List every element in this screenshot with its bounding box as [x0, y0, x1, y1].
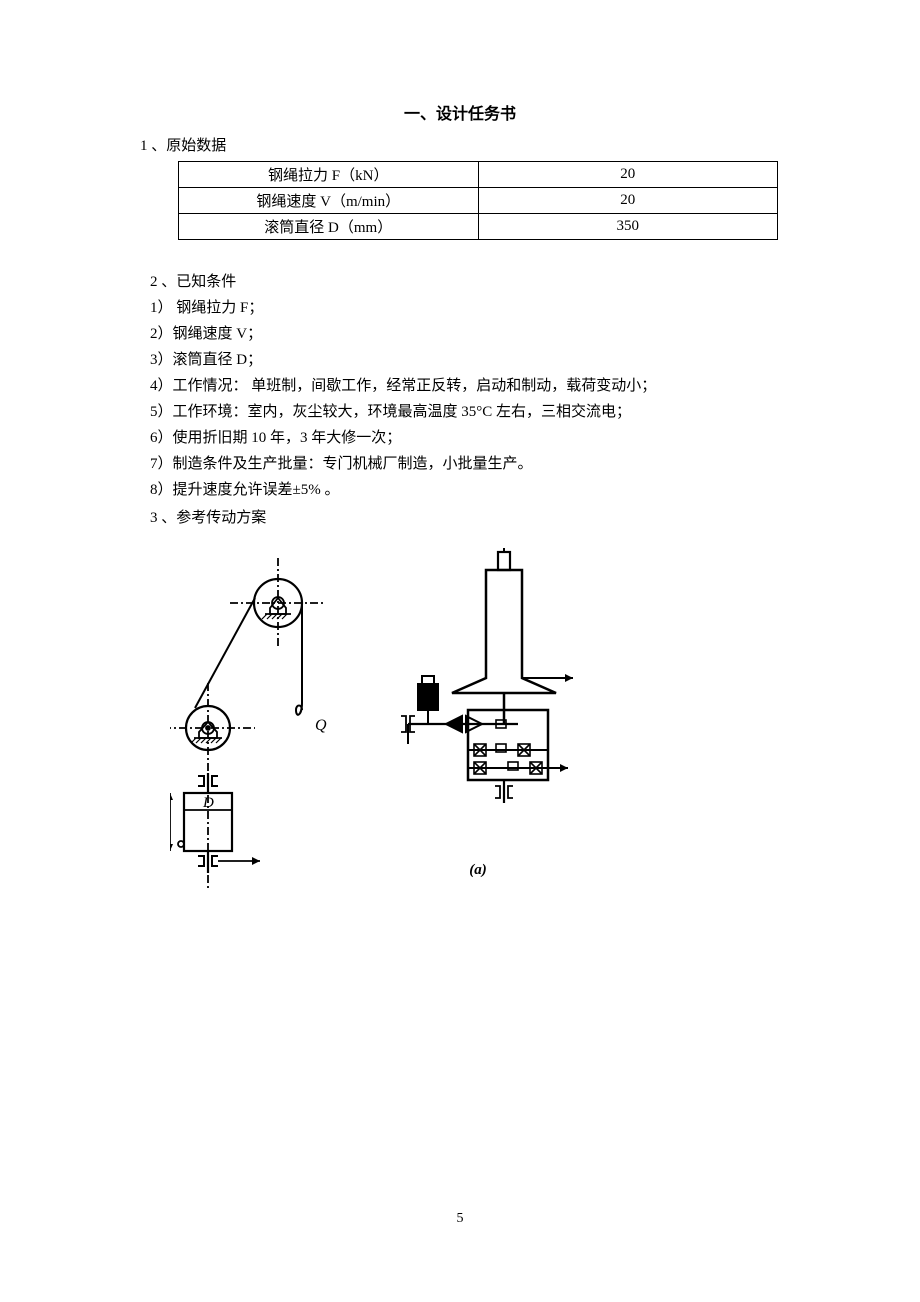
condition-item: 6）使用折旧期 10 年，3 年大修一次；: [150, 426, 780, 450]
page-number: 5: [457, 1211, 464, 1227]
table-cell-label: 钢绳拉力 F（kN）: [179, 162, 479, 188]
diagram-transmission-scheme: (a): [368, 548, 588, 898]
condition-item: 1） 钢绳拉力 F；: [150, 296, 780, 320]
diagrams-container: Q D: [170, 548, 780, 898]
svg-text:D: D: [202, 795, 214, 811]
known-conditions: 2 、已知条件 1） 钢绳拉力 F； 2）钢绳速度 V； 3）滚筒直径 D； 4…: [150, 270, 780, 530]
table-cell-label: 钢绳速度 V（m/min）: [179, 188, 479, 214]
condition-item: 5）工作环境：室内，灰尘较大，环境最高温度 35°C 左右，三相交流电；: [150, 400, 780, 424]
section1-header: 1 、原始数据: [140, 134, 780, 155]
original-data-table: 钢绳拉力 F（kN） 20 钢绳速度 V（m/min） 20 滚筒直径 D（mm…: [178, 161, 778, 240]
condition-item: 7）制造条件及生产批量：专门机械厂制造，小批量生产。: [150, 452, 780, 476]
section2-header: 2 、已知条件: [150, 270, 780, 294]
condition-item: 4）工作情况： 单班制，间歇工作，经常正反转，启动和制动，载荷变动小；: [150, 374, 780, 398]
diagram-label-a: (a): [469, 862, 487, 879]
table-cell-label: 滚筒直径 D（mm）: [179, 214, 479, 240]
condition-item: 2）钢绳速度 V；: [150, 322, 780, 346]
section3-header: 3 、参考传动方案: [150, 506, 780, 530]
condition-item: 8）提升速度允许误差±5% 。: [150, 478, 780, 502]
table-cell-value: 20: [478, 162, 778, 188]
table-row: 钢绳拉力 F（kN） 20: [179, 162, 778, 188]
diagram-pulley-system: Q D: [170, 548, 340, 898]
svg-text:Q: Q: [315, 717, 327, 734]
condition-item: 3）滚筒直径 D；: [150, 348, 780, 372]
table-row: 钢绳速度 V（m/min） 20: [179, 188, 778, 214]
page-title: 一、设计任务书: [140, 100, 780, 124]
table-row: 滚筒直径 D（mm） 350: [179, 214, 778, 240]
table-cell-value: 350: [478, 214, 778, 240]
table-cell-value: 20: [478, 188, 778, 214]
